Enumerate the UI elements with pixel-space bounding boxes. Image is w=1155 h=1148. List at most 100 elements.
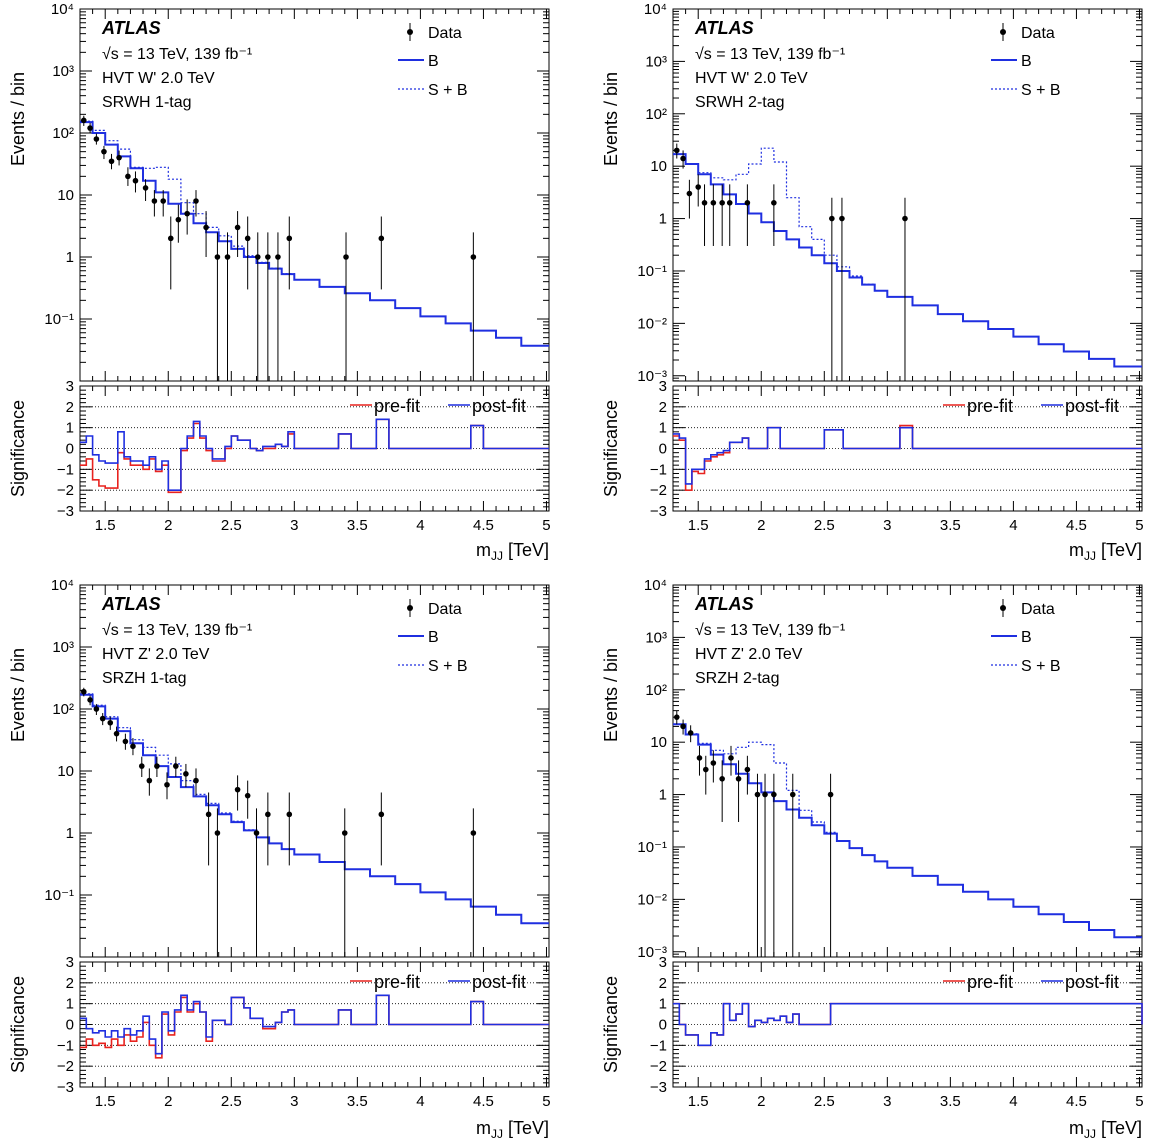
ratio-y-tick-label: −2 xyxy=(650,1058,667,1075)
legend-label-postfit: post-fit xyxy=(1065,396,1119,416)
data-point xyxy=(193,777,199,784)
y-tick-label: 10 xyxy=(650,158,667,175)
legend-label-signal: S + B xyxy=(1021,658,1061,675)
ratio-y-tick-label: 1 xyxy=(66,996,74,1013)
y-tick-label: 10² xyxy=(52,701,74,718)
y-axis-label: Events / bin xyxy=(8,72,28,166)
data-point xyxy=(93,136,100,142)
data-point xyxy=(224,254,231,260)
x-tick-label: 3.5 xyxy=(347,1093,368,1110)
data-point xyxy=(234,786,241,793)
data-point xyxy=(744,766,751,773)
data-point xyxy=(205,811,212,818)
data-point xyxy=(673,147,680,154)
data-point xyxy=(789,791,796,798)
data-point xyxy=(695,184,702,190)
data-point xyxy=(470,830,477,836)
data-point xyxy=(122,738,129,745)
ratio-y-tick-label: −3 xyxy=(57,503,74,520)
ratio-y-tick-label: −2 xyxy=(650,482,667,499)
y-tick-label: 10⁻¹ xyxy=(44,887,74,904)
y-tick-label: 10⁻³ xyxy=(637,368,667,385)
x-tick-label: 4.5 xyxy=(473,1093,494,1110)
x-tick-label: 2.5 xyxy=(814,517,835,534)
x-tick-label: 3.5 xyxy=(347,517,368,534)
data-point xyxy=(726,200,733,206)
ratio-y-tick-label: −2 xyxy=(57,482,74,499)
y-tick-label: 10⁴ xyxy=(51,1,74,18)
y-tick-label: 10⁻¹ xyxy=(637,839,667,856)
x-tick-label: 4.5 xyxy=(473,517,494,534)
x-tick-label: 5 xyxy=(542,1093,550,1110)
data-point xyxy=(719,776,725,782)
legend-label-data: Data xyxy=(1021,601,1055,618)
legend-label-data: Data xyxy=(428,25,462,42)
background-series xyxy=(673,153,1142,368)
signal-plus-background-series xyxy=(80,120,549,347)
data-point xyxy=(93,706,100,712)
data-point xyxy=(286,811,293,818)
legend-label-data: Data xyxy=(428,601,462,618)
region-label: SRZH 1-tag xyxy=(102,670,186,687)
data-point xyxy=(827,791,834,798)
data-point xyxy=(680,155,686,162)
x-tick-label: 1.5 xyxy=(688,1093,709,1110)
legend-label-background: B xyxy=(428,629,439,646)
ratio-legend: pre-fit post-fit xyxy=(350,396,526,416)
data-series xyxy=(80,115,477,381)
legend-data-marker xyxy=(1000,605,1006,611)
data-point xyxy=(138,763,145,769)
signal-label: HVT W' 2.0 TeV xyxy=(102,70,215,87)
ratio-y-tick-label: 0 xyxy=(659,441,667,458)
y-tick-label: 10 xyxy=(650,734,667,751)
x-tick-label: 3.5 xyxy=(940,517,961,534)
significance-postfit-series xyxy=(80,418,549,491)
data-point xyxy=(193,198,199,204)
data-point xyxy=(154,763,160,769)
data-point xyxy=(151,198,158,204)
signal-label: HVT Z' 2.0 TeV xyxy=(102,646,210,663)
data-point xyxy=(253,830,260,836)
ratio-plot: −3 −2 −1 0 1 2 3 1.5 2 2.5 3 3.5 4 4.5 5 Significance pr… xyxy=(601,378,1144,563)
y-tick-label: 10⁻³ xyxy=(637,944,667,961)
legend-label-signal: S + B xyxy=(1021,82,1061,99)
ratio-y-tick-label: −1 xyxy=(650,1037,667,1054)
x-tick-label: 2 xyxy=(164,1093,172,1110)
ratio-y-tick-label: 2 xyxy=(66,975,74,992)
data-point xyxy=(687,730,694,736)
legend: Data B S + B xyxy=(398,599,468,675)
significance-prefit-series xyxy=(80,418,549,494)
x-tick-label: 4.5 xyxy=(1066,1093,1087,1110)
data-point xyxy=(829,215,835,222)
background-series xyxy=(80,693,549,925)
data-point xyxy=(702,766,709,773)
signal-label: HVT W' 2.0 TeV xyxy=(695,70,808,87)
x-tick-label: 2.5 xyxy=(221,517,242,534)
ratio-y-tick-label: −3 xyxy=(650,1079,667,1096)
data-point xyxy=(265,811,271,818)
data-point xyxy=(80,117,87,124)
data-point xyxy=(710,200,717,206)
data-point xyxy=(710,760,717,766)
data-point xyxy=(142,185,149,191)
data-point xyxy=(99,715,106,722)
x-tick-label: 2.5 xyxy=(814,1093,835,1110)
ratio-y-axis-label: Significance xyxy=(8,400,28,497)
signal-plus-background-series xyxy=(673,723,1142,938)
main-plot: 10⁻¹ 1 10 10² 10³ 10⁴ Events / bin ATLAS √s = 13… xyxy=(8,1,550,382)
y-tick-label: 1 xyxy=(659,787,667,804)
y-tick-label: 10² xyxy=(645,106,667,123)
data-point xyxy=(378,811,385,818)
data-series xyxy=(673,710,834,957)
legend: Data B S + B xyxy=(398,23,468,99)
y-tick-label: 10⁴ xyxy=(644,1,667,18)
x-axis-label: mJJ [TeV] xyxy=(476,540,549,563)
data-point xyxy=(771,200,777,206)
ratio-y-axis-label: Significance xyxy=(8,976,28,1073)
region-label: SRZH 2-tag xyxy=(695,670,779,687)
x-tick-label: 3 xyxy=(290,1093,298,1110)
